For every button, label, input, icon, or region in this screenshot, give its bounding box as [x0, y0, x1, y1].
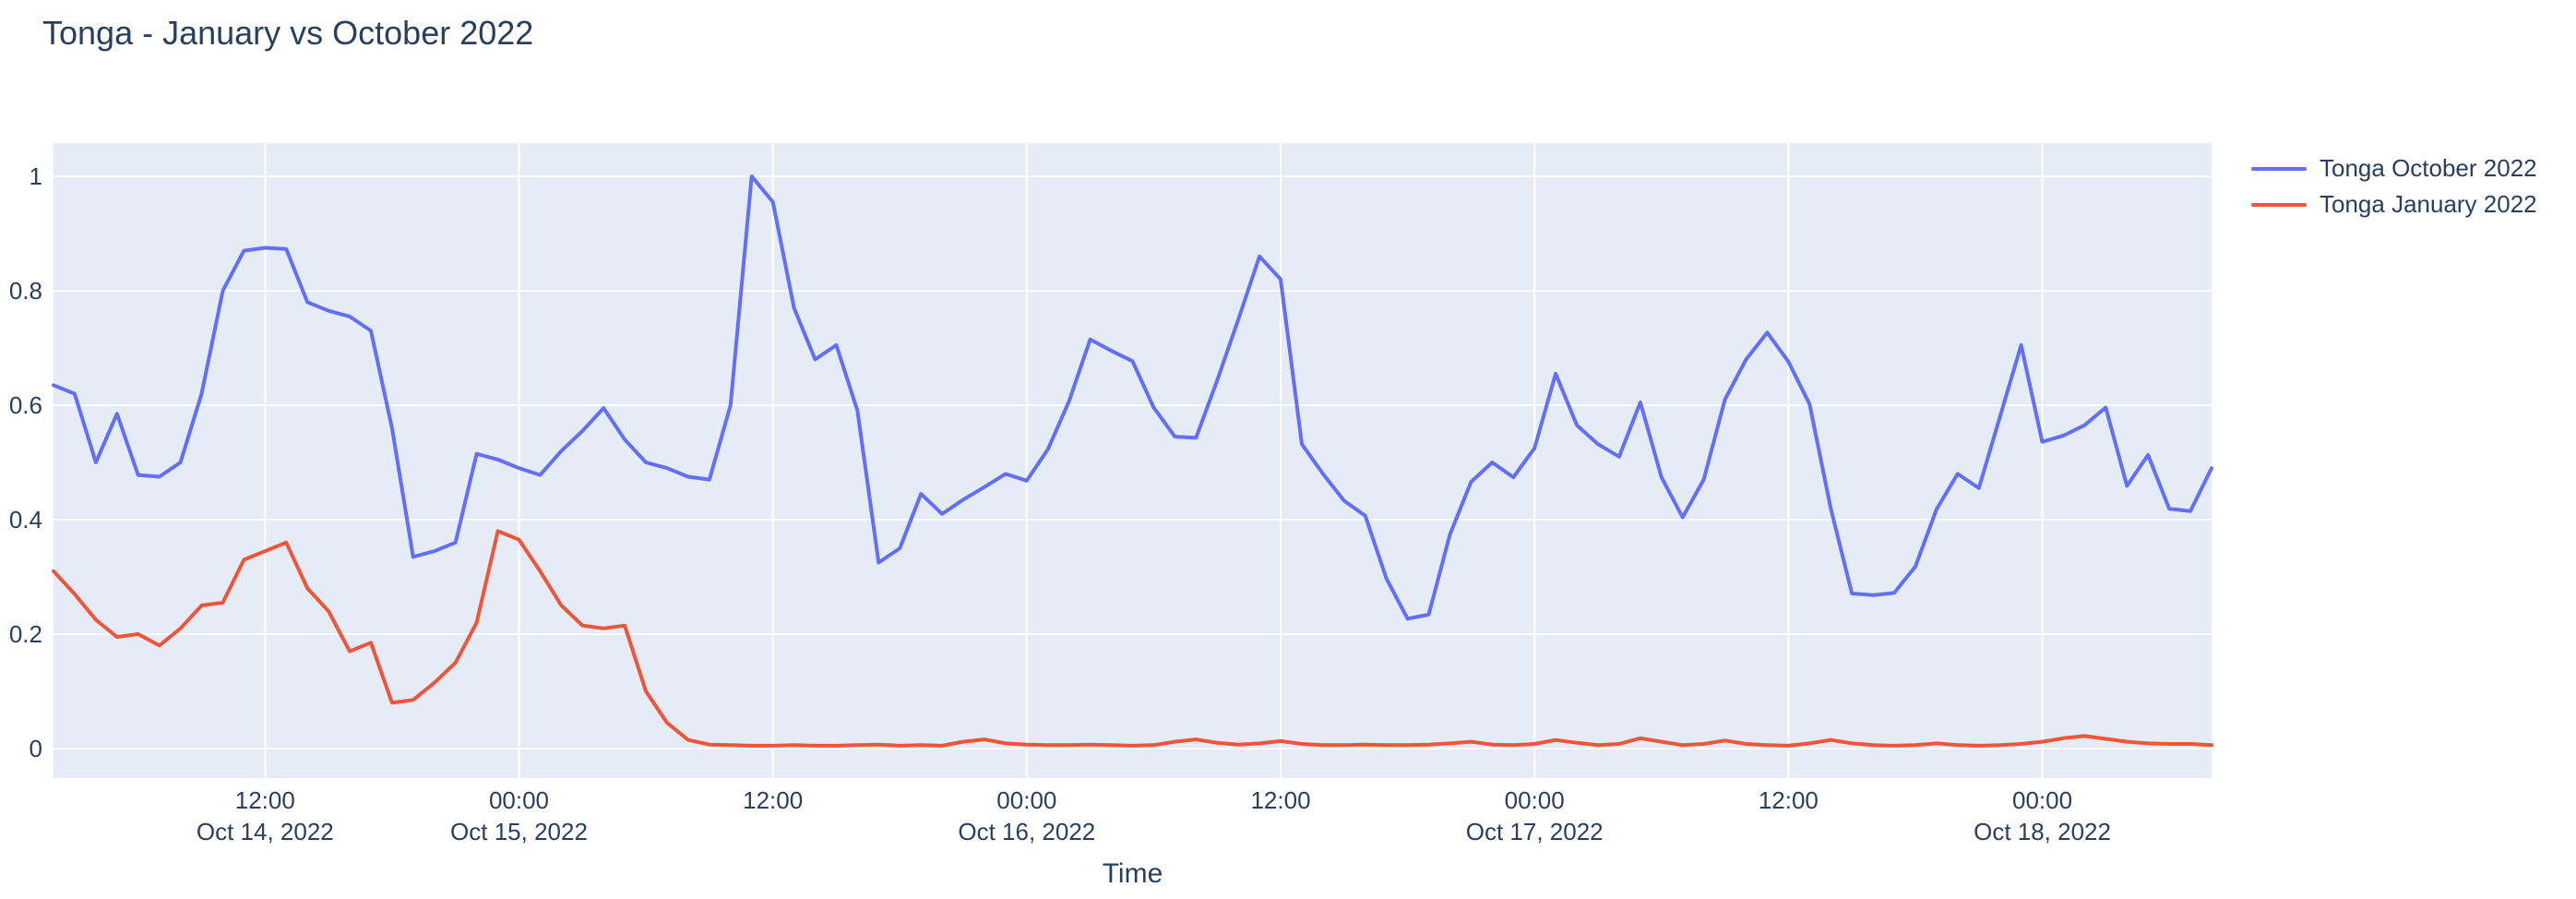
y-axis-tick-label: 1	[30, 162, 42, 190]
x-axis-tick-time: 12:00	[1759, 786, 1819, 814]
x-axis-tick-time: 12:00	[743, 786, 803, 814]
legend-label: Tonga January 2022	[2320, 190, 2537, 218]
y-axis-tick-label: 0.4	[9, 506, 42, 533]
y-axis-tick-label: 0	[30, 735, 42, 762]
chart-title: Tonga - January vs October 2022	[42, 14, 534, 52]
series-line-october[interactable]	[52, 174, 2213, 621]
y-axis-tick-label: 0.2	[9, 620, 42, 648]
x-axis-tick-date: Oct 17, 2022	[1466, 818, 1604, 845]
x-axis-title: Time	[1103, 858, 1163, 889]
x-axis-tick-time: 00:00	[996, 786, 1056, 814]
x-axis-tick-time: 12:00	[235, 786, 295, 814]
x-axis-tick-time: 00:00	[2012, 786, 2072, 814]
legend-item-january[interactable]: Tonga January 2022	[2251, 186, 2537, 222]
legend-line-swatch	[2251, 202, 2307, 207]
y-axis-tick-label: 0.8	[9, 277, 42, 305]
x-axis-tick-date: Oct 14, 2022	[197, 818, 334, 845]
x-axis-tick-time: 00:00	[1505, 786, 1565, 814]
legend: Tonga October 2022 Tonga January 2022	[2251, 150, 2537, 222]
x-axis-tick-time: 12:00	[1250, 786, 1310, 814]
legend-item-october[interactable]: Tonga October 2022	[2251, 150, 2537, 186]
y-axis-tick-label: 0.6	[9, 391, 42, 419]
x-axis-tick-time: 00:00	[489, 786, 549, 814]
legend-line-swatch	[2251, 166, 2307, 171]
x-axis-tick-date: Oct 18, 2022	[1974, 818, 2111, 845]
plot-background[interactable]	[54, 143, 2212, 778]
legend-label: Tonga October 2022	[2320, 154, 2537, 182]
x-axis-tick-date: Oct 16, 2022	[958, 818, 1095, 845]
series-line-january[interactable]	[52, 529, 2213, 748]
x-axis-tick-date: Oct 15, 2022	[450, 818, 588, 845]
